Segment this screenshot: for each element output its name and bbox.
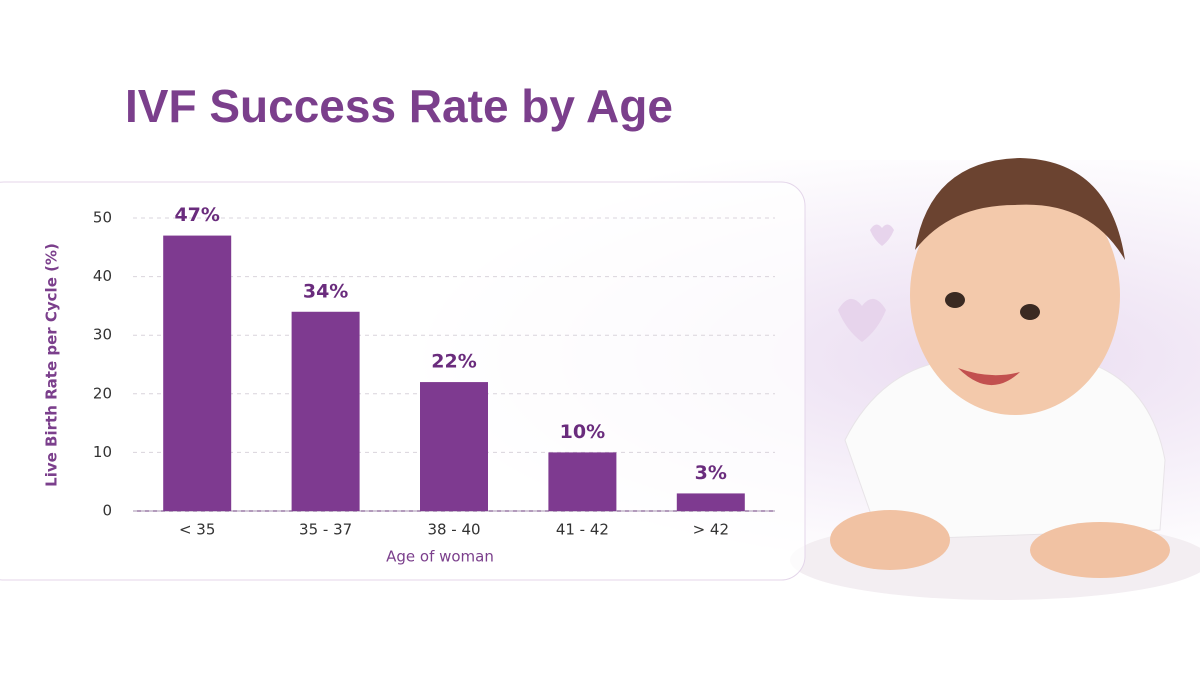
bar	[291, 311, 360, 511]
x-tick-label: 35 - 37	[299, 521, 352, 539]
x-tick-label: < 35	[179, 521, 215, 539]
baby-illustration	[790, 158, 1200, 600]
y-tick-label: 0	[102, 502, 112, 520]
x-tick-label: > 42	[693, 521, 729, 539]
bar	[163, 235, 232, 511]
bar	[548, 452, 617, 511]
y-tick-label: 40	[93, 267, 112, 285]
x-axis-label: Age of woman	[386, 548, 494, 566]
y-tick-label: 10	[93, 443, 112, 461]
x-tick-label: 41 - 42	[556, 521, 609, 539]
x-tick-label: 38 - 40	[427, 521, 480, 539]
chart-panel	[0, 181, 806, 581]
value-label: 3%	[695, 462, 727, 484]
bar	[420, 382, 488, 511]
y-axis-label: Live Birth Rate per Cycle (%)	[43, 243, 61, 487]
bar	[676, 493, 745, 511]
chart-title: IVF Success Rate by Age	[125, 80, 673, 132]
value-label: 34%	[303, 280, 348, 302]
y-tick-label: 50	[93, 209, 112, 227]
y-tick-label: 30	[93, 326, 112, 344]
value-label: 10%	[560, 421, 605, 443]
y-tick-label: 20	[93, 384, 112, 402]
value-label: 22%	[431, 351, 476, 373]
value-label: 47%	[174, 204, 219, 226]
